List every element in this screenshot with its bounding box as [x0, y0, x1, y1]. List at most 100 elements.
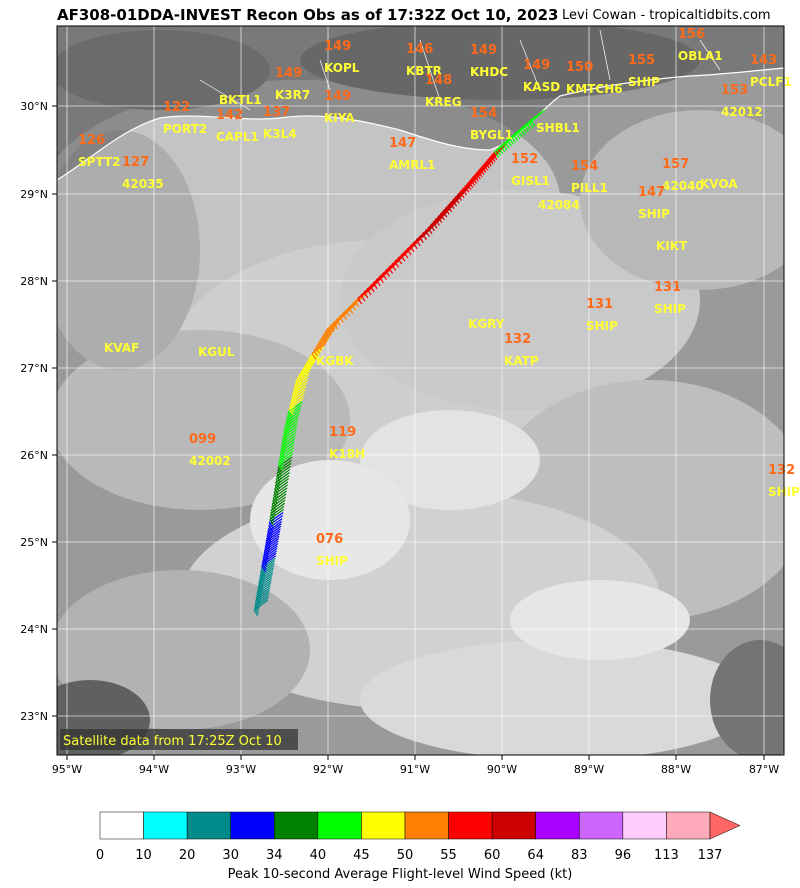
colorbar-bin — [143, 811, 188, 840]
wind-barb-flag — [345, 310, 351, 317]
wind-barb-flag — [504, 141, 510, 149]
lat-tick-label: 28°N — [20, 275, 48, 288]
colorbar-tick-label: 83 — [571, 848, 588, 863]
station-k3l4: 137 K3L4 — [263, 105, 297, 141]
station-id: KHDC — [470, 65, 508, 79]
axis-ticks: 30°N 29°N 28°N 27°N 26°N 25°N 24°N 23°N 95°W 94°W… — [20, 100, 779, 776]
wind-barb-flag — [265, 540, 271, 548]
wind-barb-flag — [472, 177, 478, 184]
station-value: 122 — [163, 100, 190, 115]
colorbar-bin — [317, 811, 362, 840]
station-42040: 157 42040 — [662, 157, 704, 193]
wind-barb-flag — [513, 134, 519, 142]
station-kasd: 149 KASD — [523, 58, 560, 94]
wind-barb — [268, 511, 284, 523]
wind-barb — [280, 441, 295, 453]
lon-tick-label: 90°W — [487, 763, 517, 776]
station-id: 42012 — [721, 105, 763, 119]
colorbar-tick-label: 34 — [266, 848, 283, 863]
wind-barb-flag — [444, 208, 450, 215]
wind-barb-flag — [284, 426, 290, 434]
colorbar-tick-label: 55 — [440, 848, 457, 863]
station-id: KGRY — [468, 317, 505, 331]
wind-barb-flag — [279, 454, 285, 462]
station-value: 132 — [504, 332, 531, 347]
station-value: 156 — [678, 27, 705, 42]
wind-barb-flag — [492, 153, 498, 161]
wind-barb-flag — [437, 216, 443, 224]
station-ship: 131 SHIP — [654, 280, 686, 316]
wind-barb-flag — [261, 562, 267, 570]
wind-barb-flag — [270, 509, 276, 517]
station-id: KBTR — [406, 64, 442, 78]
wind-barb-flag — [526, 123, 532, 131]
wind-barb-flag — [277, 466, 283, 474]
wind-barb-flag — [515, 132, 521, 140]
station-k18h: 119 K18H — [329, 425, 365, 461]
wind-barb-flag — [290, 399, 296, 406]
station-id: OBLA1 — [678, 49, 723, 63]
colorbar-extend-arrow — [709, 811, 741, 840]
wind-barb-flag — [262, 560, 268, 568]
wind-barb — [270, 499, 286, 511]
colorbar-tick-label: 45 — [353, 848, 370, 863]
station-value: 146 — [406, 42, 433, 57]
wind-barb-flag — [255, 597, 261, 605]
wind-barb-flag — [313, 350, 319, 357]
wind-barb-flag — [285, 420, 291, 428]
wind-barb — [281, 435, 296, 447]
wind-barb-flag — [521, 127, 527, 134]
wind-barb — [277, 456, 293, 468]
wind-barb-flag — [488, 157, 494, 165]
colorbar-bin — [230, 811, 275, 840]
wind-barb-flag — [294, 383, 300, 391]
station-pill1: 154 PILL1 — [571, 159, 608, 195]
station-value: 119 — [329, 425, 356, 440]
station-value: 147 — [389, 136, 416, 151]
station-value: 142 — [216, 108, 243, 123]
wind-barb-flag — [268, 522, 274, 529]
station-id: KGUL — [198, 345, 235, 359]
colorbar-bin — [666, 811, 711, 840]
wind-barb-flag — [289, 405, 295, 413]
wind-barb-flag — [324, 331, 330, 339]
lon-tick-label: 87°W — [749, 763, 779, 776]
wind-barb — [280, 438, 296, 450]
wind-barb-flag — [295, 380, 301, 388]
station-value: 126 — [78, 133, 105, 148]
station-id: BYGL1 — [470, 128, 513, 142]
wind-barb-flag — [354, 300, 360, 308]
wind-barb — [269, 505, 285, 517]
station-id: KVOA — [700, 177, 738, 191]
wind-barb-flag — [256, 590, 262, 597]
colorbar-tick-label: 60 — [483, 848, 501, 863]
wind-barb-flag — [502, 143, 508, 151]
wind-barb — [272, 490, 287, 502]
lat-tick-label: 29°N — [20, 188, 48, 201]
wind-barb-flag — [272, 497, 278, 505]
wind-barb-flag — [372, 282, 378, 290]
wind-barb-flag — [274, 488, 280, 495]
colorbar-bin — [274, 811, 319, 840]
station-42035: 127 42035 — [122, 155, 164, 191]
station-id: SHIP — [316, 554, 348, 568]
station-id: KGBK — [316, 354, 354, 368]
colorbar-bin — [361, 811, 406, 840]
wind-barb-flag — [268, 525, 274, 532]
lon-tick-label: 89°W — [574, 763, 604, 776]
station-id: PORT2 — [163, 122, 207, 136]
station-kmtch6: 150 KMTCH6 — [566, 60, 623, 96]
lat-lon-grid — [57, 26, 784, 755]
station-port2: 122 PORT2 — [163, 100, 207, 136]
wind-barb-flag — [500, 145, 506, 153]
wind-barb-flag — [381, 273, 387, 280]
wind-barb — [279, 444, 295, 456]
wind-barb-flag — [271, 503, 277, 511]
station-id: KREG — [425, 95, 462, 109]
lon-tick-label: 95°W — [52, 763, 82, 776]
wind-barb-flag — [326, 328, 332, 336]
colorbar-tick-label: 0 — [95, 848, 105, 863]
station-kvaf: KVAF — [104, 341, 139, 355]
colorbar-bin — [186, 811, 231, 840]
lat-tick-label: 30°N — [20, 100, 48, 113]
